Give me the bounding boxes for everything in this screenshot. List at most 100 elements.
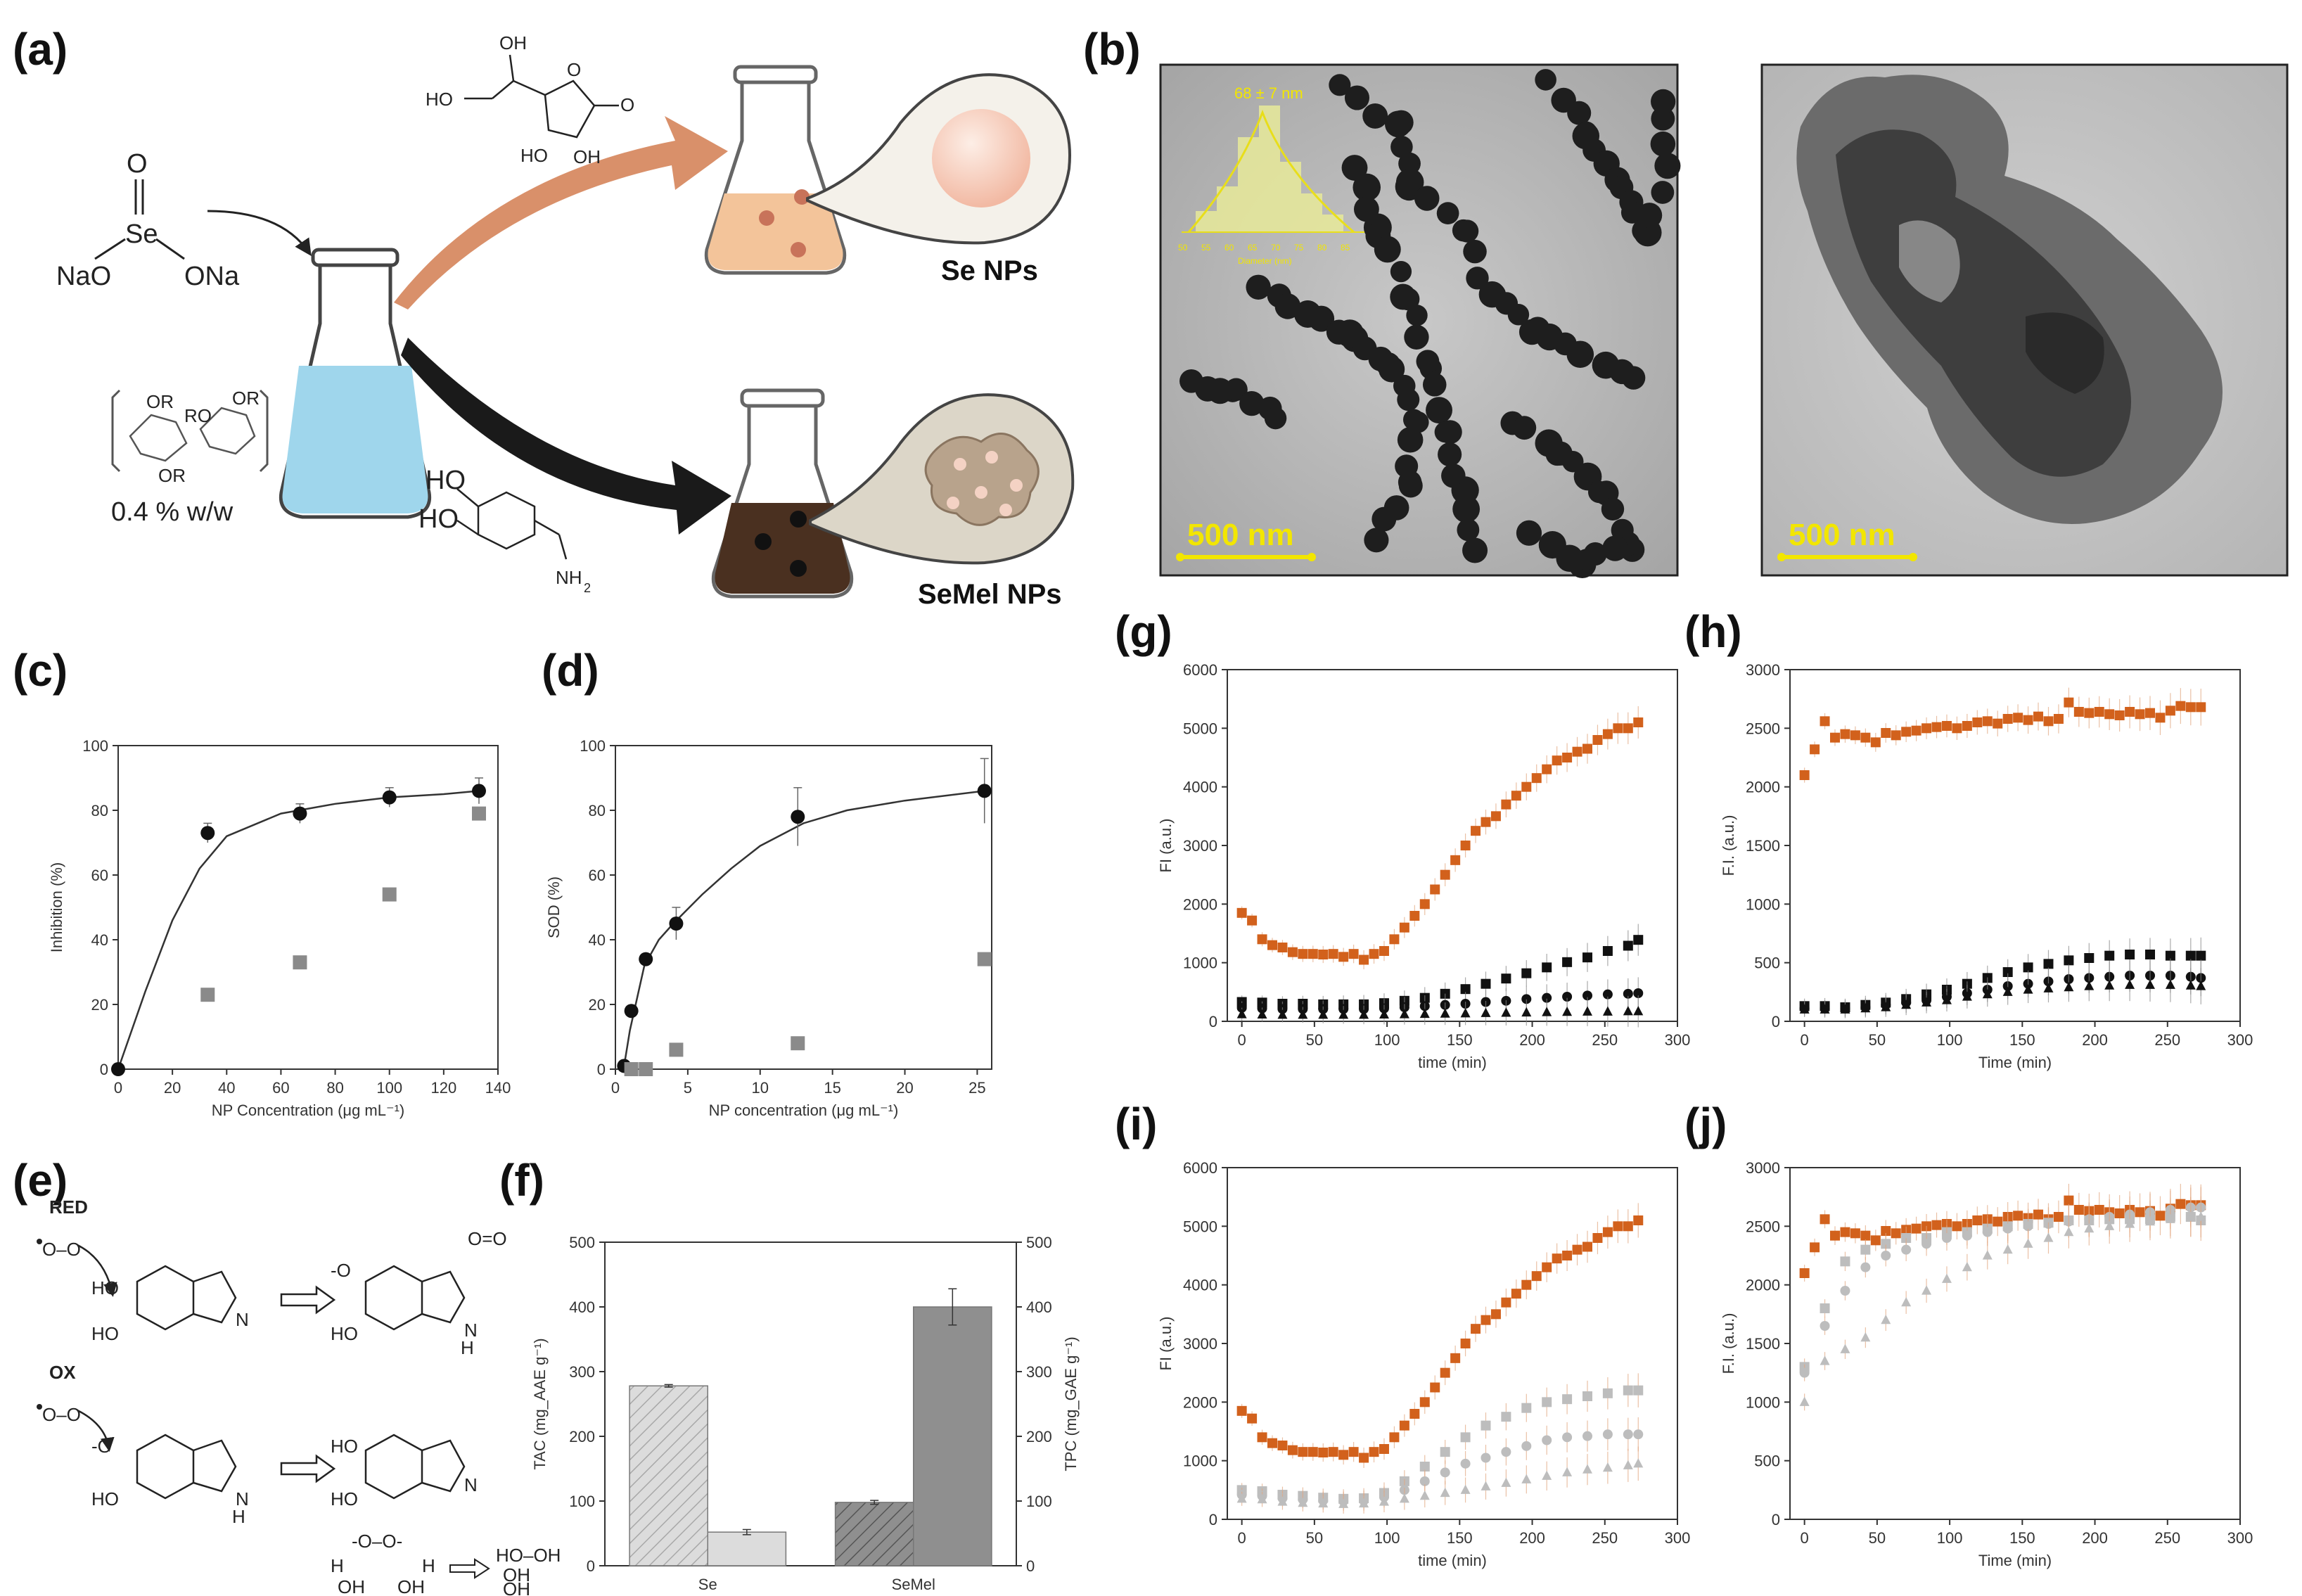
x-axis-label: Time (min) [1978, 1054, 2052, 1071]
data-point-circle_gray [1460, 1458, 1471, 1469]
arrow-to-semel-nps [401, 338, 731, 535]
bar-TAC-SeMel [834, 1502, 914, 1566]
h-water-1: H [331, 1555, 344, 1576]
data-point-control [2175, 1199, 2186, 1209]
tem-nanoparticle [1329, 74, 1351, 96]
sodium-selenite-structure: O Se NaO ONa [56, 149, 312, 291]
data-point-control [2104, 709, 2115, 720]
data-point-circle_gray [2023, 1221, 2033, 1232]
tem-nanoparticle [1466, 267, 1489, 290]
data-point-triangle_black [2185, 980, 2196, 990]
tem-nanoparticle [1422, 373, 1447, 397]
peroxide-product: HO–OH [496, 1545, 561, 1566]
panel-label-h: (h) [1684, 606, 1742, 657]
ho-red-1: HO [91, 1277, 119, 1298]
hydroxide-product-2: OH [503, 1578, 530, 1596]
chart-c-inhibition: 0 20 40 60 80 100 120 140 0 20 40 60 80 100 NP Concent… [48, 737, 511, 1119]
data-point-control [1870, 737, 1881, 748]
data-point-control [1338, 952, 1349, 962]
data-point-triangle_black [1901, 999, 1912, 1009]
panel-label-a: (a) [13, 24, 68, 75]
panel-label-d: (d) [542, 645, 599, 696]
data-point-circle_gray [1633, 1429, 1644, 1440]
data-point-control [2023, 715, 2033, 725]
panel-label-f: (f) [499, 1155, 544, 1206]
data-point-triangle_black [1921, 997, 1932, 1007]
x-tick-label: 100 [376, 1079, 402, 1097]
data-point-triangle_black [1820, 1004, 1830, 1014]
data-point-control [1298, 949, 1308, 959]
data-point-square_black [2084, 953, 2095, 963]
y-tick-label: 0 [1772, 1511, 1780, 1528]
data-point-control [1328, 1447, 1338, 1457]
data-point-triangle_gray [1298, 1497, 1308, 1507]
data-point-control [1511, 1289, 1521, 1299]
y-tick-label: 1000 [1183, 955, 1217, 972]
data-point-control [1562, 1251, 1573, 1260]
tem-nanoparticle [1397, 388, 1420, 411]
y-tick-label: 20 [589, 996, 606, 1014]
inset-xlabel: Diameter (nm) [1238, 256, 1292, 266]
data-point-control [1369, 1447, 1379, 1457]
data-point-control [1419, 899, 1430, 909]
data-point-triangle_black [1298, 1009, 1308, 1019]
data-point-control [1490, 811, 1501, 822]
x-tick-label: 10 [752, 1079, 769, 1097]
data-point-triangle_gray [1820, 1355, 1830, 1365]
data-point-control [1318, 1448, 1329, 1457]
y-tick-label: 60 [589, 867, 606, 884]
flask-semel-nps [711, 388, 854, 599]
data-point-square_gray [1901, 1233, 1912, 1243]
data-point-control [1810, 744, 1820, 755]
fit-curve [623, 790, 985, 1066]
data-point-control [1471, 1324, 1481, 1334]
ascorbic-carbonyl-o: O [620, 94, 634, 115]
data-point-triangle_gray [1602, 1462, 1613, 1472]
data-point-gray [624, 1062, 639, 1076]
bubble-semel-nps [809, 393, 1075, 565]
data-point-control [1348, 949, 1359, 959]
data-point-square_black [1521, 968, 1532, 978]
data-point-control [2013, 713, 2023, 723]
data-point-square_black [1623, 940, 1633, 951]
data-point-triangle_black [1799, 1004, 1810, 1014]
selenite-se-label: Se [125, 219, 158, 249]
tem-nanoparticle [1274, 293, 1301, 319]
data-point-circle_gray [1440, 1467, 1450, 1478]
data-point-control [1307, 949, 1318, 959]
oxygen-product: O=O [468, 1228, 507, 1249]
data-point-control [1592, 1233, 1603, 1243]
y-tick-label: 200 [569, 1428, 595, 1445]
data-point-triangle_gray [2064, 1226, 2074, 1237]
data-point-circle_gray [1582, 1431, 1592, 1441]
x-tick-label: 20 [164, 1079, 181, 1097]
x-tick-label: 50 [1869, 1031, 1886, 1049]
data-point-control [1267, 940, 1277, 950]
semel-nps-label: SeMel NPs [918, 579, 1062, 610]
data-point-square_black [1460, 984, 1471, 995]
data-point-control [1582, 1241, 1592, 1252]
x-tick-label: 50 [1306, 1031, 1323, 1049]
x-tick-label: 200 [2082, 1529, 2108, 1547]
tem-nanoparticle [1567, 101, 1592, 125]
data-point-circle_gray [1501, 1447, 1511, 1457]
data-point-control [1338, 1450, 1349, 1460]
x-tick-label: 250 [1592, 1031, 1618, 1049]
data-point-triangle_gray [1921, 1285, 1932, 1295]
tem-nanoparticle [1438, 442, 1462, 467]
data-point-circle_gray [1602, 1429, 1613, 1440]
data-point-control [1389, 934, 1400, 945]
data-point-control [1460, 1339, 1471, 1348]
data-point-circle_gray [1982, 1227, 1993, 1237]
y-tick-label: 2000 [1183, 1393, 1217, 1411]
data-point-control [1623, 1221, 1633, 1232]
data-point-control [1409, 911, 1420, 921]
panel-label-e: (e) [13, 1155, 68, 1206]
x-tick-label: 200 [1519, 1529, 1545, 1547]
plot-frame [604, 1241, 1017, 1566]
data-point-circle_gray [1562, 1432, 1573, 1443]
data-point-control [2135, 709, 2145, 720]
x-tick-label: 50 [1869, 1529, 1886, 1547]
data-point-triangle_black [1359, 1009, 1369, 1019]
y-tick-label: 0 [100, 1061, 108, 1078]
